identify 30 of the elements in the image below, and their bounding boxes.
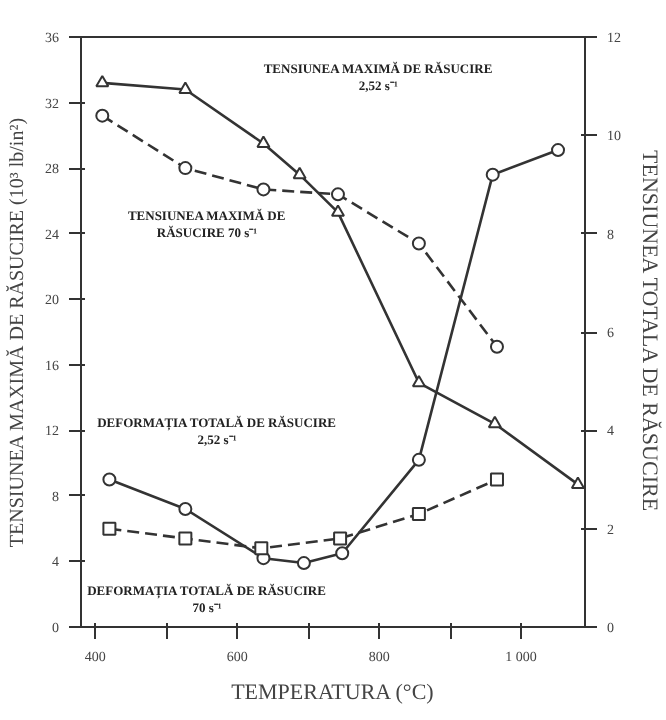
point [570, 476, 585, 489]
point [256, 135, 271, 148]
point [489, 339, 504, 354]
point [102, 472, 117, 487]
point [95, 74, 110, 88]
x-axis-title: TEMPERATURA (°C) [231, 681, 435, 705]
point [330, 204, 345, 217]
point [254, 541, 269, 556]
point [487, 415, 502, 429]
point [333, 531, 348, 546]
point [178, 531, 193, 546]
y-axis-title: TENSIUNEA MAXIMĂ DE RĂSUCIRE (10³ lb/in²) [5, 117, 29, 548]
point [411, 506, 426, 521]
point [489, 472, 504, 487]
point [411, 452, 426, 467]
point [292, 166, 307, 180]
point [95, 108, 110, 123]
point [551, 143, 566, 158]
point [485, 167, 500, 182]
point [102, 521, 117, 536]
point [178, 81, 193, 94]
point [178, 502, 193, 516]
point [330, 187, 345, 202]
point [296, 556, 311, 571]
point [256, 182, 271, 197]
point [411, 236, 426, 251]
point [411, 374, 426, 388]
y2-axis-title: TENSIUNEA TOTALA DE RĂSUCIRE [637, 150, 663, 512]
point [335, 546, 350, 561]
point [178, 161, 193, 176]
